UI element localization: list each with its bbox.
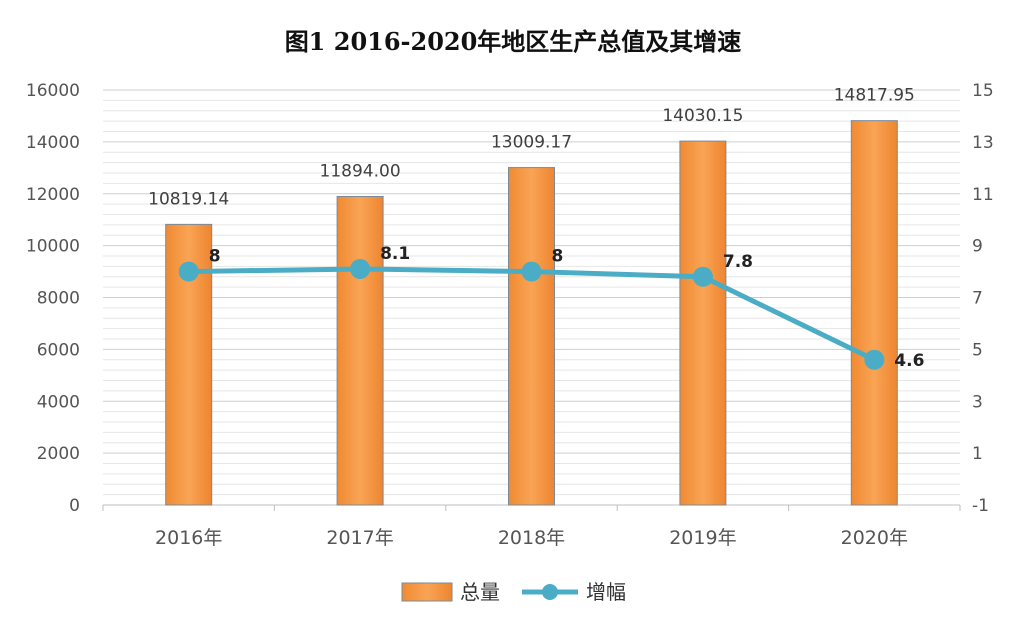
chart-title: 图1 2016-2020年地区生产总值及其增速	[284, 27, 742, 56]
line-point	[521, 261, 542, 282]
y-left-tick-label: 2000	[37, 444, 80, 464]
bar	[336, 195, 384, 506]
y-left-tick-label: 16000	[26, 81, 80, 101]
legend: 总量 增幅	[401, 580, 626, 604]
y-right-tick-label: 15	[972, 81, 994, 101]
y-left-tick-label: 8000	[37, 289, 80, 309]
legend-line-marker	[542, 584, 558, 600]
y-right-tick-label: 7	[972, 289, 983, 309]
y-right-tick-label: -1	[972, 496, 989, 516]
bar-value-label: 10819.14	[148, 189, 229, 209]
y-right-tick-label: 9	[972, 237, 983, 257]
y-left-tick-label: 4000	[37, 392, 80, 412]
y-left-tick-label: 10000	[26, 237, 80, 257]
bar-value-label: 14817.95	[834, 86, 915, 106]
y-right-tick-label: 11	[972, 185, 994, 205]
line-value-label: 7.8	[723, 252, 753, 272]
bar-value-label: 14030.15	[662, 106, 743, 126]
x-tick-label: 2018年	[498, 527, 565, 549]
line-point	[350, 258, 371, 279]
legend-label-growth: 增幅	[586, 580, 626, 604]
x-tick-label: 2020年	[841, 527, 908, 549]
line-value-label: 8.1	[380, 244, 410, 264]
y-right-tick-label: 13	[972, 133, 994, 153]
data-labels: 10819.14 11894.00 13009.17 14030.15 14817.95…	[148, 86, 924, 371]
axes: 0 2000 4000 6000 8000 10000 12000 14000 16000 -1 1…	[26, 81, 994, 549]
line-point	[692, 266, 713, 287]
legend-label-total: 总量	[460, 580, 500, 604]
line-point	[178, 261, 199, 282]
y-left-tick-label: 14000	[26, 133, 80, 153]
y-left-tick-label: 0	[69, 496, 80, 516]
line-value-label: 4.6	[894, 351, 924, 371]
y-right-tick-label: 1	[972, 444, 983, 464]
bar-value-label: 13009.17	[491, 133, 572, 153]
y-right-tick-label: 3	[972, 392, 983, 412]
bar	[679, 140, 727, 506]
bar-value-label: 11894.00	[320, 161, 401, 181]
bar	[850, 120, 898, 506]
line-point	[864, 349, 885, 370]
bar-series	[165, 120, 898, 506]
legend-bar-swatch	[401, 582, 453, 602]
bar	[508, 167, 555, 506]
y-left-tick-label: 12000	[26, 185, 80, 205]
y-left-tick-label: 6000	[37, 340, 80, 360]
line-value-label: 8	[209, 247, 221, 267]
x-tick-label: 2016年	[155, 527, 222, 549]
line-series	[178, 258, 885, 370]
x-tick-label: 2019年	[669, 527, 736, 549]
line-value-label: 8	[552, 247, 564, 267]
x-tick-label: 2017年	[326, 527, 393, 549]
y-right-tick-label: 5	[972, 340, 983, 360]
